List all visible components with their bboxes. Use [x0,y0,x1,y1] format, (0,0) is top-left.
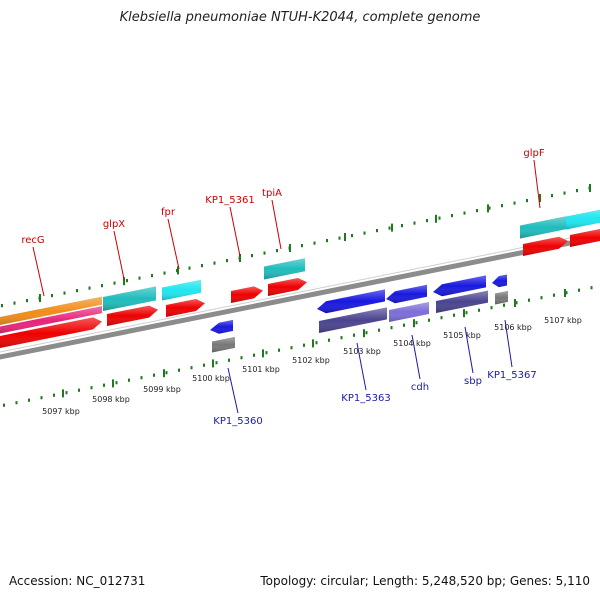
cds-block-teal-shade [520,216,566,239]
kbp-label: 5107 kbp [544,316,582,325]
gene-arrow-forward-shade [570,229,600,247]
kbp-label: 5104 kbp [393,339,431,348]
gene-arrow-forward-shade [0,317,102,348]
gene-label-forward: tpiA [262,188,282,199]
gene-arrow-forward-shade [268,278,307,296]
gene-label-forward: glpX [103,219,125,230]
gene-arrow-forward-shade [231,286,263,303]
gene-label-reverse: cdh [411,382,429,393]
kbp-label: 5101 kbp [242,365,280,374]
cds-block-teal-shade [264,258,305,280]
label-leader-line [167,218,180,270]
cds-block-violet-shade [389,302,429,322]
label-leader-line [271,199,282,250]
gene-label-forward: KP1_5361 [205,195,254,206]
kbp-label: 5099 kbp [143,385,181,394]
backbone-layer [0,231,600,360]
label-leader-line [411,334,421,380]
gene-block-pink-shade [0,306,102,334]
gene-label-reverse: sbp [464,376,482,387]
accession-text: Accession: NC_012731 [9,574,146,588]
kbp-label: 5098 kbp [92,395,130,404]
tick-layer [1,184,593,407]
label-leader-line [227,367,239,414]
gene-label-reverse: KP1_5360 [213,416,262,427]
kbp-label: 5097 kbp [42,407,80,416]
gene-label-forward: fpr [161,207,176,218]
gene-arrow-reverse-shade [210,319,233,334]
gene-arrow-reverse-shade [433,275,486,297]
gene-arrow-reverse-shade [492,274,507,288]
kbp-label: 5102 kbp [292,356,330,365]
gene-label-reverse: KP1_5367 [487,370,536,381]
cds-block-grey-shade [212,336,235,353]
gene-arrow-forward-shade [523,236,568,256]
backbone-highlight [0,231,600,353]
gene-label-forward: recG [21,235,44,246]
gene-label-reverse: KP1_5363 [341,393,390,404]
gene-arrow-forward-shade [107,305,158,326]
label-leader-line [464,326,474,374]
kbp-label: 5103 kbp [343,347,381,356]
cds-block-indigo-shade [436,290,488,313]
kbp-label: 5105 kbp [443,331,481,340]
cds-block-teal-shade [103,286,156,311]
kbp-label: 5100 kbp [192,374,230,383]
gene-label-forward: glpF [523,148,544,159]
gene-arrow-forward-shade [166,299,205,317]
label-leader-line [229,206,241,257]
cds-block-cyan-shade [566,209,600,230]
label-leader-line [356,342,367,391]
backbone-line [0,234,600,360]
label-layer: 5097 kbp 5098 kbp 5099 kbp 5100 kbp 5101 kbp… [21,148,582,427]
label-leader-line [113,230,125,280]
cds-block-indigo-shade [319,307,387,333]
cds-block-grey-shade [495,290,508,305]
map-title: Klebsiella pneumoniae NTUH-K2044, comple… [119,10,481,25]
feature-layer [0,209,600,353]
gene-arrow-reverse-shade [386,284,427,304]
cds-block-cyan-shade [162,279,201,301]
label-leader-line [504,319,513,368]
gene-arrow-reverse-shade [317,289,385,314]
label-leader-line [533,159,541,209]
gene-block-orange-shade [0,296,102,326]
label-leader-line [32,246,45,297]
genome-summary-text: Topology: circular; Length: 5,248,520 bp… [260,574,590,588]
kbp-label: 5106 kbp [494,323,532,332]
